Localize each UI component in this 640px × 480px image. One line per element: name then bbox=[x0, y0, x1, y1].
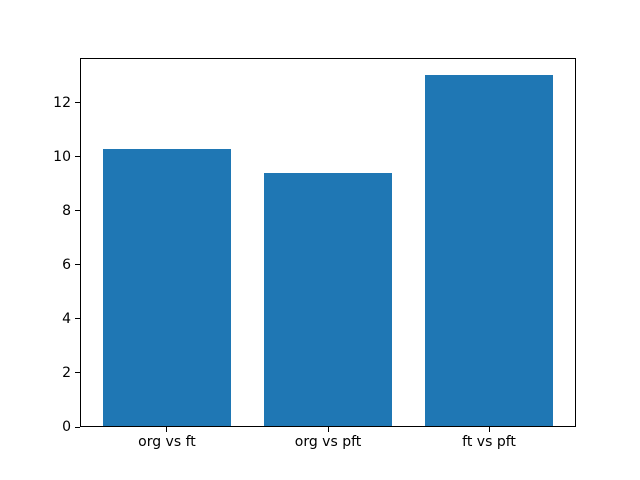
y-tick-mark bbox=[75, 372, 80, 374]
y-axis-tick-label: 10 bbox=[53, 148, 71, 165]
y-tick-mark bbox=[75, 102, 80, 104]
bar bbox=[102, 149, 232, 426]
y-axis-tick-label: 8 bbox=[62, 202, 71, 219]
x-axis-category-label: org vs pft bbox=[294, 434, 362, 450]
x-axis-category-label: ft vs pft bbox=[462, 434, 516, 450]
y-tick-mark bbox=[75, 156, 80, 158]
x-axis-category-label: org vs ft bbox=[138, 434, 196, 450]
bar bbox=[424, 74, 554, 426]
x-tick-mark bbox=[488, 427, 490, 432]
y-tick-mark bbox=[75, 426, 80, 428]
y-tick-mark bbox=[75, 264, 80, 266]
plot-area bbox=[80, 58, 576, 427]
x-tick-mark bbox=[327, 427, 329, 432]
y-tick-mark bbox=[75, 210, 80, 212]
y-axis-tick-label: 4 bbox=[62, 310, 71, 327]
y-axis-tick-label: 0 bbox=[62, 419, 71, 435]
x-tick-mark bbox=[166, 427, 168, 432]
bar bbox=[263, 172, 393, 426]
y-axis-tick-label: 6 bbox=[62, 256, 71, 273]
y-axis-tick-label: 12 bbox=[53, 94, 71, 111]
y-axis-tick-label: 2 bbox=[62, 364, 71, 381]
y-tick-mark bbox=[75, 318, 80, 320]
